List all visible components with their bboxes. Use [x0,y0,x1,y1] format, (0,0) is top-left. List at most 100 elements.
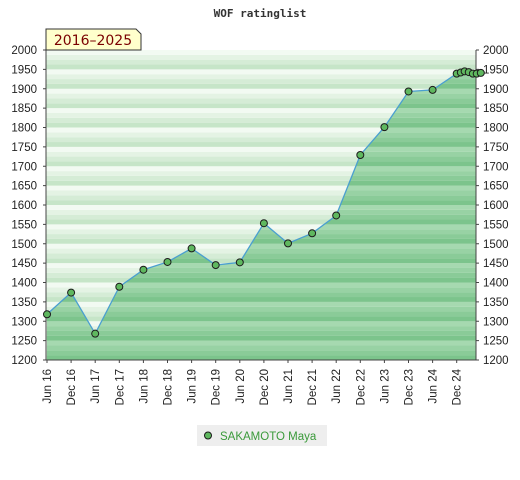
background-band [46,166,476,172]
background-band [46,127,476,133]
left-tick-label: 1400 [11,278,37,290]
area-band [47,277,476,283]
background-band [46,171,476,176]
background-band [46,59,476,65]
data-point [139,265,148,274]
background-band [46,190,476,196]
background-band [46,156,476,162]
data-point [67,288,76,297]
area-band [47,326,476,331]
area-band [47,292,476,298]
left-tick-label: 1900 [11,84,37,96]
background-band [46,137,476,143]
area-band [47,350,476,356]
background-band [46,185,476,191]
legend-box [197,425,327,446]
right-tick-label: 1600 [483,200,509,212]
period-label-box [45,28,142,51]
right-tick-label: 1950 [483,64,509,76]
legend: SAKAMOTO Maya [197,425,327,446]
background-band [46,64,476,70]
legend-marker [204,431,212,440]
background-band [46,93,476,99]
right-tick-label: 1500 [483,239,509,251]
background-band [46,69,476,75]
area-band [47,311,476,317]
data-point [115,282,124,291]
background-band [46,142,476,147]
left-tick-label: 1800 [11,123,37,135]
x-tick-label: Jun 18 [138,369,150,404]
right-tick-label: 1400 [483,278,509,290]
background-band [46,103,476,109]
data-point [211,261,220,270]
left-tick-label: 1650 [11,181,37,193]
left-tick-label: 1550 [11,219,37,231]
area-band [47,263,476,268]
data-point [284,239,292,248]
area-band [47,253,476,259]
x-tick-label: Jun 17 [90,369,102,404]
data-point [476,68,485,77]
right-tick-label: 2000 [483,45,509,57]
x-tick-label: Dec 17 [114,369,126,405]
left-tick-label: 1450 [11,258,37,270]
area-band [47,238,476,244]
area-band [47,345,476,351]
x-tick-label: Jun 22 [331,369,343,404]
background-band [46,209,476,215]
background-band [46,74,476,80]
background-band [46,200,476,205]
legend-label: SAKAMOTO Maya [220,431,317,443]
left-tick-label: 1750 [11,142,37,154]
period-label-text: 2016–2025 [54,33,132,49]
area-band [47,355,476,360]
data-point [43,310,51,319]
x-tick-label: Dec 21 [307,369,319,405]
area-band [47,335,476,341]
left-tick-label: 1200 [11,355,37,367]
x-tick-label: Dec 20 [259,369,271,405]
right-tick-label: 1850 [483,103,509,115]
data-point [404,87,413,96]
x-tick-label: Jun 23 [379,369,391,404]
right-tick-label: 1350 [483,297,509,309]
data-point [235,258,244,267]
left-tick-label: 1600 [11,200,37,212]
data-point [187,244,196,253]
x-tick-label: Dec 23 [404,369,416,405]
right-tick-label: 1200 [483,355,509,367]
area-band [47,267,476,273]
background-band [46,195,476,201]
area-band [47,234,476,239]
area-band [47,229,476,235]
background-band [46,112,476,118]
data-point [380,123,389,132]
period-label: 2016–2025 [45,28,142,51]
chart-title: WOF ratinglist [214,7,307,20]
left-tick-label: 1700 [11,161,37,173]
right-tick-label: 1700 [483,161,509,173]
right-tick-label: 1250 [483,336,509,348]
background-band [46,205,476,210]
background-band [46,79,476,84]
data-point [308,229,317,238]
left-tick-label: 1300 [11,316,37,328]
area-band [47,330,476,336]
left-y-axis: 1200 1250 1300 1350 1400 1450 1500 1550 1600 1650… [11,45,47,367]
background-band [46,175,476,181]
area-band [47,282,476,288]
left-tick-label: 1850 [11,103,37,115]
right-tick-label: 1550 [483,219,509,231]
area-band [47,297,476,302]
background-band [46,117,476,123]
area-band [47,248,476,254]
right-tick-label: 1650 [483,181,509,193]
background-band [46,146,476,152]
background-band [46,83,476,89]
right-tick-label: 1900 [483,84,509,96]
area-band [47,243,476,249]
area-band [47,272,476,278]
area-band [47,258,476,264]
